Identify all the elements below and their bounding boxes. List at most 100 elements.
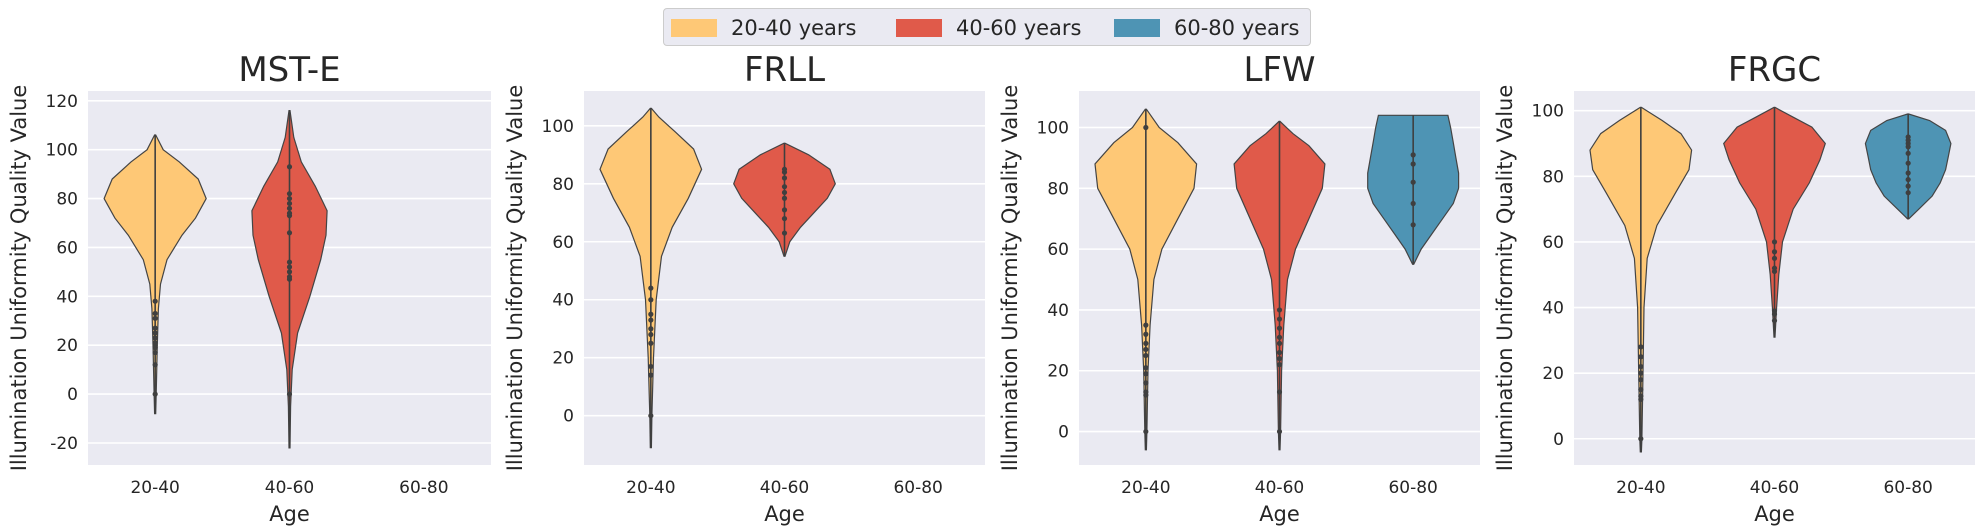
- chart-title: FRGC: [1728, 50, 1821, 90]
- data-point: [1771, 249, 1778, 255]
- data-point: [1143, 340, 1149, 346]
- legend-swatch-60-80: [1114, 19, 1160, 37]
- data-point: [1276, 307, 1283, 313]
- y-tick-label: 120: [46, 92, 78, 112]
- data-point: [1771, 255, 1778, 261]
- x-tick-label: 20-40: [1616, 478, 1665, 498]
- y-axis-label: Illumination Uniformity Quality Value: [998, 85, 1022, 472]
- data-point: [648, 331, 654, 338]
- data-point: [1143, 365, 1149, 371]
- data-point: [1143, 352, 1149, 359]
- data-point: [1276, 334, 1283, 340]
- data-point: [1905, 190, 1911, 196]
- data-point: [152, 391, 158, 397]
- data-point: [286, 269, 293, 275]
- data-point: [1905, 183, 1911, 189]
- panel-1: 0 20 40 60 80 100 20-40 40-60 60-80 FRLL Age Illumi…: [503, 50, 985, 526]
- legend-item-20-40: 20-40 years: [671, 16, 857, 40]
- x-tick-label: 60-80: [1883, 478, 1932, 498]
- data-point: [152, 362, 158, 368]
- y-tick-label: 20: [552, 349, 574, 369]
- data-point: [152, 298, 158, 304]
- data-point: [286, 205, 293, 211]
- data-point: [286, 164, 293, 170]
- y-tick-label: 20: [56, 336, 78, 356]
- data-point: [781, 175, 788, 181]
- data-point: [152, 310, 158, 317]
- x-tick-label: 40-60: [265, 478, 314, 498]
- data-point: [648, 297, 654, 303]
- legend-swatch-20-40: [671, 19, 717, 37]
- data-point: [1410, 161, 1416, 167]
- chart-title: MST-E: [238, 50, 340, 90]
- data-point: [781, 166, 788, 172]
- legend: 20-40 years 40-60 years 60-80 years: [663, 8, 1311, 46]
- y-tick-label: 80: [552, 175, 574, 195]
- data-point: [1143, 322, 1149, 328]
- y-tick-label: 60: [1542, 233, 1564, 253]
- data-point: [1276, 349, 1283, 356]
- data-point: [1143, 331, 1149, 337]
- x-axis-label: Age: [1259, 502, 1300, 526]
- data-point: [648, 285, 654, 291]
- y-tick-label: 100: [542, 117, 574, 137]
- data-point: [781, 215, 788, 222]
- data-point: [648, 317, 654, 323]
- data-point: [152, 335, 158, 341]
- data-point: [781, 207, 788, 213]
- y-tick-label: 0: [563, 407, 574, 427]
- x-tick-label: 20-40: [1121, 478, 1170, 498]
- legend-label-20-40: 20-40 years: [731, 16, 857, 40]
- data-point: [1905, 160, 1911, 166]
- data-point: [286, 391, 293, 397]
- data-point: [1143, 380, 1149, 386]
- data-point: [1276, 428, 1283, 435]
- x-axis-label: Age: [764, 502, 805, 526]
- y-tick-label: 60: [1047, 240, 1069, 260]
- data-point: [1410, 152, 1416, 158]
- y-tick-label: 40: [552, 291, 574, 311]
- data-point: [1638, 370, 1644, 376]
- data-point: [1276, 355, 1283, 362]
- data-point: [286, 200, 293, 207]
- y-tick-label: 60: [56, 238, 78, 258]
- panel-0: -20 0 20 40 60 80 100 120 20-40 40-60 60-80 MST-E Ag…: [7, 50, 491, 526]
- data-point: [286, 195, 293, 202]
- x-axis-label: Age: [1754, 502, 1795, 526]
- data-point: [286, 264, 293, 270]
- y-tick-label: 100: [1037, 118, 1069, 138]
- data-point: [648, 311, 654, 317]
- data-point: [1276, 316, 1283, 322]
- data-point: [1905, 134, 1911, 140]
- data-point: [1143, 346, 1149, 353]
- data-point: [781, 195, 788, 201]
- data-point: [1143, 389, 1149, 395]
- x-tick-label: 40-60: [1750, 478, 1799, 498]
- data-point: [781, 189, 788, 196]
- legend-label-40-60: 40-60 years: [956, 16, 1082, 40]
- y-tick-label: -20: [50, 434, 78, 454]
- x-tick-label: 40-60: [1255, 478, 1304, 498]
- y-tick-label: 100: [46, 141, 78, 161]
- x-axis-label: Age: [269, 502, 310, 526]
- y-tick-label: 80: [1047, 179, 1069, 199]
- x-tick-label: 20-40: [130, 478, 179, 498]
- data-point: [1276, 362, 1283, 368]
- data-point: [152, 330, 158, 336]
- data-point: [1638, 363, 1644, 370]
- data-point: [1410, 200, 1416, 207]
- y-tick-label: 60: [552, 233, 574, 253]
- legend-swatch-40-60: [896, 19, 942, 37]
- data-point: [648, 413, 654, 419]
- legend-item-40-60: 40-60 years: [896, 16, 1082, 40]
- data-point: [1905, 176, 1911, 183]
- x-tick-label: 60-80: [1388, 478, 1437, 498]
- x-tick-label: 40-60: [760, 478, 809, 498]
- data-point: [648, 340, 654, 346]
- y-tick-label: 20: [1047, 362, 1069, 382]
- data-point: [648, 363, 654, 370]
- data-point: [1771, 239, 1778, 245]
- panel-3: 0 20 40 60 80 100 20-40 40-60 60-80 FRGC Age Illumi…: [1493, 50, 1975, 526]
- y-tick-label: 40: [1542, 299, 1564, 319]
